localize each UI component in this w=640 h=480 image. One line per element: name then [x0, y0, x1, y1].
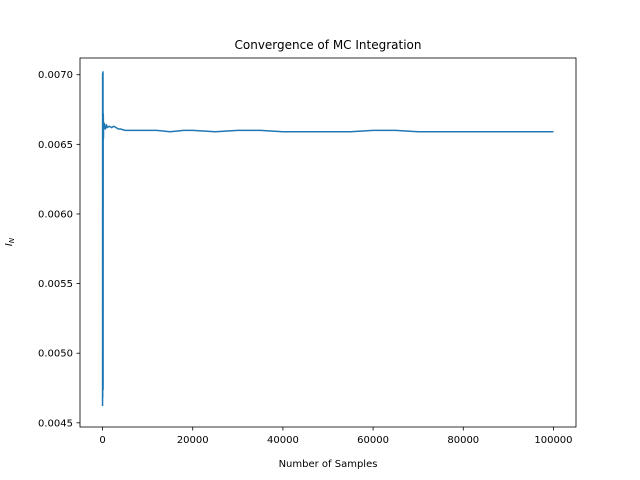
- y-axis-label: IN: [4, 237, 16, 246]
- chart-title: Convergence of MC Integration: [235, 38, 422, 52]
- axes: 0 20000 40000 60000 80000 100000 0.0045 0.0050 0…: [38, 57, 577, 446]
- x-tick-label: 20000: [177, 435, 209, 446]
- x-axis-label: Number of Samples: [279, 459, 378, 470]
- plot-area: [101, 71, 554, 407]
- series-line-0: [101, 71, 554, 407]
- y-tick-label: 0.0060: [38, 209, 73, 220]
- y-tick-label: 0.0055: [38, 279, 73, 290]
- y-tick-label: 0.0065: [38, 140, 73, 151]
- x-tick-label: 40000: [267, 435, 299, 446]
- x-tick-label: 60000: [357, 435, 389, 446]
- x-tick-label: 0: [99, 435, 105, 446]
- y-tick-label: 0.0050: [38, 349, 73, 360]
- y-tick-label: 0.0070: [38, 70, 73, 81]
- x-tick-label: 100000: [534, 435, 572, 446]
- y-axis-label-sub: N: [8, 237, 16, 243]
- x-tick-label: 80000: [447, 435, 479, 446]
- axes-frame: [79, 57, 577, 428]
- y-axis-label-main: I: [4, 243, 15, 246]
- y-tick-label: 0.0045: [38, 418, 73, 429]
